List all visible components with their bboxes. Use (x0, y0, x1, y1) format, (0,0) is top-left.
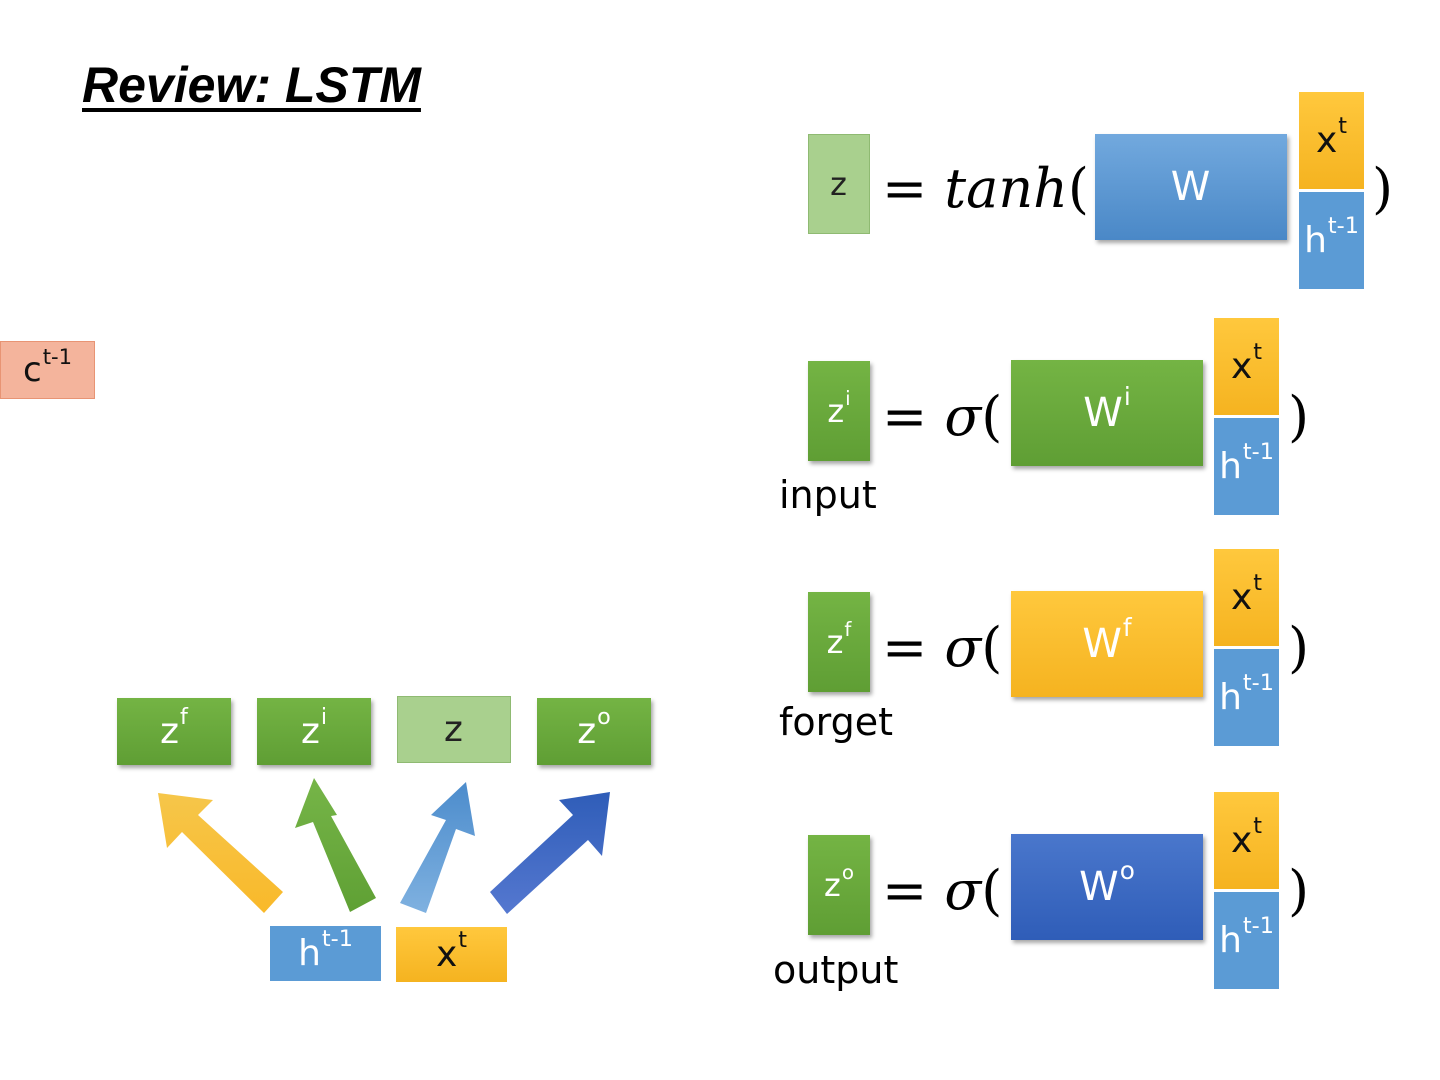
cell-state-prev-box: c t-1 (0, 341, 95, 399)
eq3-gate-label: forget (779, 700, 893, 744)
eq1-operator: = tanh( (882, 157, 1089, 220)
arrow-to-forget-gate (158, 793, 283, 913)
eq4-close-paren: ) (1288, 859, 1310, 922)
eq2-h-box: h t-1 (1214, 418, 1279, 515)
arrow-to-output-gate (490, 792, 610, 914)
eq3-operator: = σ( (882, 616, 1003, 679)
eq2-operator: = σ( (882, 385, 1003, 448)
eq1-weight-box: W (1095, 134, 1287, 240)
eq2-gate-label: input (779, 473, 877, 517)
eq3-h-box: h t-1 (1214, 649, 1279, 746)
eq2-close-paren: ) (1288, 385, 1310, 448)
eq1-lhs-box: z (808, 134, 870, 234)
eq3-close-paren: ) (1288, 616, 1310, 679)
eq4-h-box: h t-1 (1214, 892, 1279, 989)
eq4-gate-label: output (773, 948, 899, 992)
arrow-to-cell-input (400, 782, 475, 913)
gate-box-cell-input: z (397, 696, 511, 763)
hidden-prev-box: h t-1 (270, 926, 381, 981)
eq1-h-box: h t-1 (1299, 192, 1364, 289)
eq1-close-paren: ) (1372, 157, 1394, 220)
page-title: Review: LSTM (82, 57, 421, 113)
arrow-to-input-gate (295, 778, 376, 912)
eq4-operator: = σ( (882, 859, 1003, 922)
